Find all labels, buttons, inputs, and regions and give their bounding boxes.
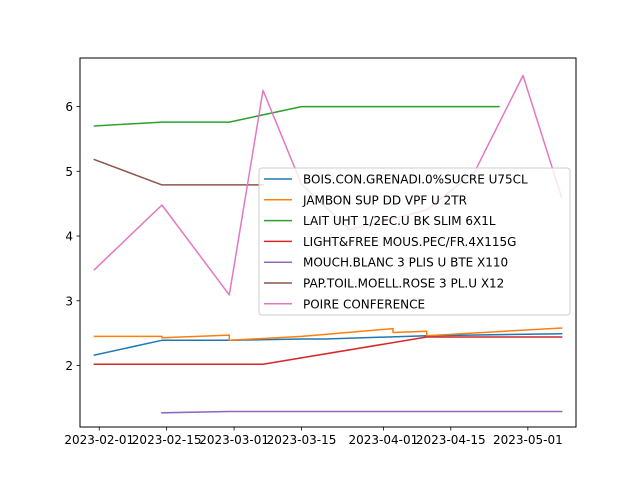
y-tick-label: 5 <box>65 165 73 179</box>
legend-label-light-free-mous-pec-fr-4x115g: LIGHT&FREE MOUS.PEC/FR.4X115G <box>303 235 516 249</box>
legend-label-bois-con-grenadi-0-sucre-u75cl: BOIS.CON.GRENADI.0%SUCRE U75CL <box>303 173 528 187</box>
x-tick-label: 2023-03-15 <box>267 433 337 447</box>
series-line-mouch-blanc-3-plis-u-bte-x110 <box>161 410 563 414</box>
x-tick-label: 2023-05-01 <box>493 433 563 447</box>
legend-label-poire-conference: POIRE CONFERENCE <box>303 297 425 311</box>
legend-label-mouch-blanc-3-plis-u-bte-x110: MOUCH.BLANC 3 PLIS U BTE X110 <box>303 256 508 270</box>
series-layer <box>93 74 563 414</box>
legend: BOIS.CON.GRENADI.0%SUCRE U75CL JAMBON SUP… <box>258 167 571 316</box>
x-tick-label: 2023-02-15 <box>132 433 202 447</box>
legend-label-pap-toil-moell-rose-3-pl-u-x12: PAP.TOIL.MOELL.ROSE 3 PL.U X12 <box>303 277 504 291</box>
y-tick-label: 6 <box>65 100 73 114</box>
legend-label-lait-uht-1-2ec-u-bk-slim-6x1l: LAIT UHT 1/2EC.U BK SLIM 6X1L <box>303 214 496 228</box>
series-line-light-free-mous-pec-fr-4x115g <box>93 336 563 365</box>
legend-label-jambon-sup-dd-vpf-u-2tr: JAMBON SUP DD VPF U 2TR <box>302 193 467 207</box>
x-tick-label: 2023-04-15 <box>416 433 486 447</box>
series-line-pap-toil-moell-rose-3-pl-u-x12 <box>93 158 264 186</box>
x-tick-label: 2023-04-01 <box>349 433 419 447</box>
x-tick-label: 2023-02-01 <box>64 433 134 447</box>
y-axis: 2 3 4 5 6 <box>65 100 80 373</box>
y-tick-label: 2 <box>65 359 73 373</box>
x-axis: 2023-02-012023-02-152023-03-012023-03-15… <box>64 427 563 447</box>
legend-box <box>258 167 571 316</box>
y-tick-label: 3 <box>65 294 73 308</box>
series-line-jambon-sup-dd-vpf-u-2tr <box>93 327 563 342</box>
plot-frame <box>79 57 577 428</box>
y-tick-label: 4 <box>65 230 73 244</box>
series-line-lait-uht-1-2ec-u-bk-slim-6x1l <box>93 105 500 127</box>
x-tick-label: 2023-03-01 <box>199 433 269 447</box>
